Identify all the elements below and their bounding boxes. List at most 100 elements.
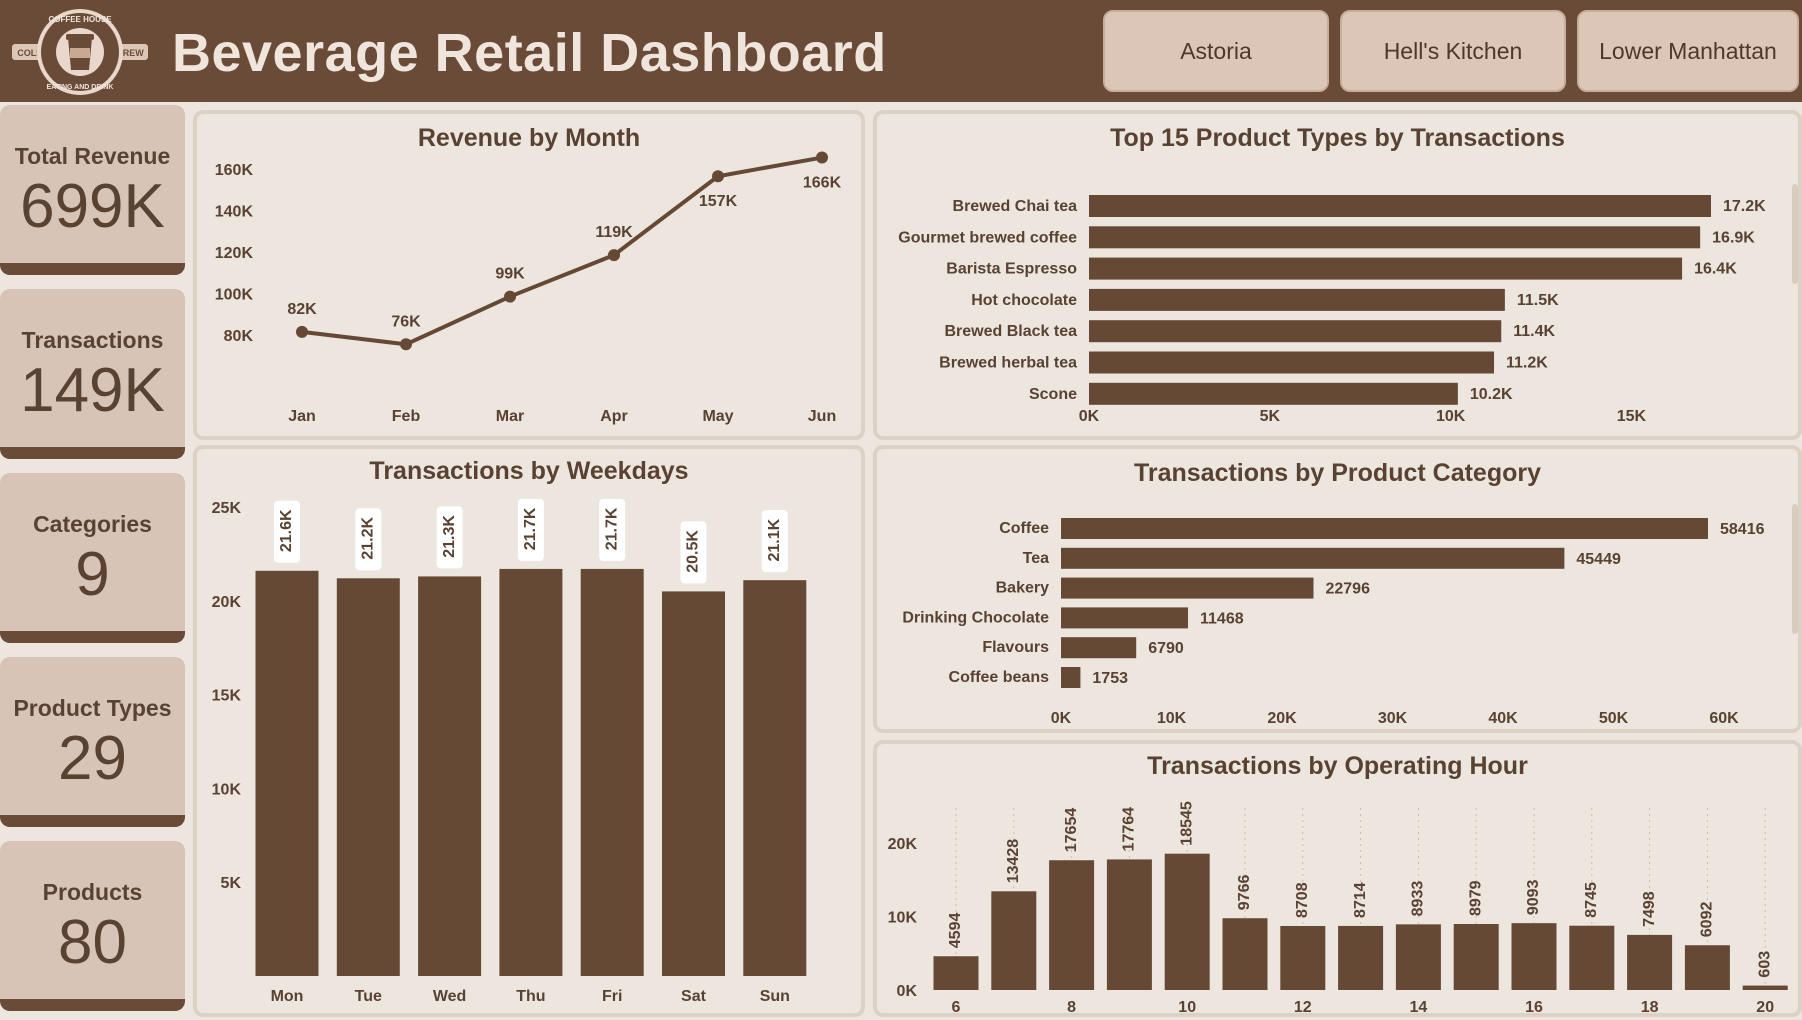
transactions-by-weekday-chart: 5K 10K 15K 20K 25K 21.6K Mon 21.2K Tue 21.3K Wed 21… (212, 498, 807, 1005)
bar (991, 891, 1037, 990)
kpi-value: 9 (75, 540, 110, 609)
bar (1338, 925, 1384, 990)
kpi-card-categories: Categories 9 (0, 473, 185, 643)
data-point (608, 249, 620, 262)
data-label: 11.2K (1506, 355, 1548, 372)
x-tick-label: 15K (1617, 408, 1647, 425)
chart-title: Transactions by Operating Hour (1147, 752, 1528, 780)
data-label: 603 (1756, 951, 1773, 978)
x-tick-label: 50K (1599, 710, 1629, 727)
y-tick-label: 160K (215, 162, 254, 179)
data-label: 17.2K (1723, 198, 1766, 215)
transactions-by-category-panel[interactable]: Transactions by Product Category Coffee 5… (873, 445, 1802, 733)
svg-text:BREW: BREW (116, 48, 144, 58)
x-tick-label: Mar (496, 408, 524, 425)
category-label: Drinking Chocolate (902, 609, 1049, 626)
data-label: 17654 (1063, 808, 1080, 853)
bar (499, 568, 563, 976)
category-label: Scone (1029, 386, 1077, 403)
data-label: 9093 (1525, 879, 1542, 915)
x-tick-label: Tue (355, 988, 382, 1005)
data-label: 45449 (1576, 551, 1621, 568)
data-label: 8708 (1294, 882, 1311, 918)
category-label: Brewed Black tea (944, 323, 1077, 340)
transactions-by-weekday-panel[interactable]: Transactions by Weekdays 5K 10K 15K 20K 25K 2… (193, 445, 865, 1017)
data-point (400, 338, 412, 351)
chart-scrollbar[interactable] (1792, 184, 1798, 284)
kpi-label: Categories (33, 511, 152, 537)
y-tick-label: 5K (221, 875, 242, 892)
data-label: 18545 (1178, 801, 1195, 846)
category-label: Bakery (996, 580, 1049, 597)
kpi-label: Product Types (13, 695, 172, 721)
chart-title: Revenue by Month (417, 124, 641, 152)
data-label: 22796 (1325, 581, 1370, 598)
data-label-box (761, 510, 788, 573)
category-label: Hot chocolate (971, 292, 1077, 309)
chart-title: Transactions by Weekdays (369, 457, 689, 485)
bar (580, 568, 644, 976)
data-label: 21.2K (360, 516, 377, 559)
category-label: Coffee (999, 520, 1049, 537)
data-label: 8933 (1410, 881, 1427, 917)
bar (1061, 637, 1137, 659)
x-tick-label: Sat (681, 988, 707, 1005)
bar (933, 956, 979, 990)
y-tick-label: 0K (897, 983, 918, 1000)
category-label: Brewed herbal tea (939, 355, 1077, 372)
page-title: Beverage Retail Dashboard (172, 23, 887, 83)
revenue-by-month-panel[interactable]: Revenue by Month 80K 100K 120K 140K 160K 82K J… (193, 110, 865, 440)
bar (255, 570, 319, 976)
bar (1395, 924, 1441, 990)
data-label: 157K (699, 193, 738, 210)
transactions-by-hour-panel[interactable]: Transactions by Operating Hour 0K 10K 20K 4… (873, 740, 1802, 1017)
y-tick-label: 25K (212, 500, 242, 517)
kpi-label: Total Revenue (14, 143, 171, 169)
kpi-card-total-revenue: Total Revenue 699K (0, 105, 185, 275)
top-product-types-panel[interactable]: Top 15 Product Types by Transactions Bre… (873, 110, 1802, 440)
store-filter-hells-kitchen[interactable]: Hell's Kitchen (1340, 10, 1566, 92)
bar (1222, 918, 1268, 990)
data-label: 8714 (1352, 882, 1369, 918)
bar (418, 576, 482, 976)
bar (1049, 860, 1095, 990)
bar (1106, 859, 1152, 990)
x-tick-label: May (702, 408, 733, 425)
data-label: 58416 (1720, 521, 1765, 538)
x-tick-label: 20K (1267, 710, 1297, 727)
bar (743, 580, 807, 976)
chart-scrollbar[interactable] (1792, 504, 1798, 634)
svg-text:COFFEE HOUSE: COFFEE HOUSE (48, 15, 112, 24)
kpi-label: Transactions (21, 327, 164, 353)
x-tick-label: Sun (760, 988, 790, 1005)
kpi-value: 29 (58, 724, 127, 793)
category-label: Coffee beans (949, 669, 1050, 686)
data-label-box (517, 498, 544, 561)
x-tick-label: 14 (1410, 999, 1428, 1016)
data-label: 1753 (1092, 670, 1128, 687)
bar (1684, 945, 1730, 990)
x-tick-label: 10K (1436, 408, 1466, 425)
x-tick-label: 0K (1051, 710, 1072, 727)
kpi-value: 699K (20, 172, 165, 241)
bar (1511, 923, 1557, 990)
coffee-house-logo: COLD BREW COFFEE HOUSE EATING AND DRINK (12, 9, 148, 95)
transactions-by-category-chart: Coffee 58416 Tea 45449 Bakery 22796 Drinking C… (902, 518, 1765, 727)
data-label: 21.7K (522, 507, 539, 550)
data-label: 4594 (947, 913, 964, 949)
x-tick-label: Thu (516, 988, 545, 1005)
bar (662, 591, 725, 976)
data-label: 82K (287, 301, 317, 318)
bar (1089, 288, 1505, 311)
bar (1089, 226, 1701, 249)
data-label: 21.1K (766, 518, 783, 561)
store-filter-astoria[interactable]: Astoria (1103, 10, 1329, 92)
data-label: 6790 (1148, 640, 1184, 657)
kpi-card-product-types: Product Types 29 (0, 657, 185, 827)
x-tick-label: 6 (952, 999, 961, 1016)
data-label: 16.9K (1712, 229, 1755, 246)
bar (1089, 320, 1502, 343)
x-tick-label: Jan (288, 408, 316, 425)
store-filter-lower-manhattan[interactable]: Lower Manhattan (1577, 10, 1799, 92)
data-label: 21.7K (603, 507, 620, 550)
